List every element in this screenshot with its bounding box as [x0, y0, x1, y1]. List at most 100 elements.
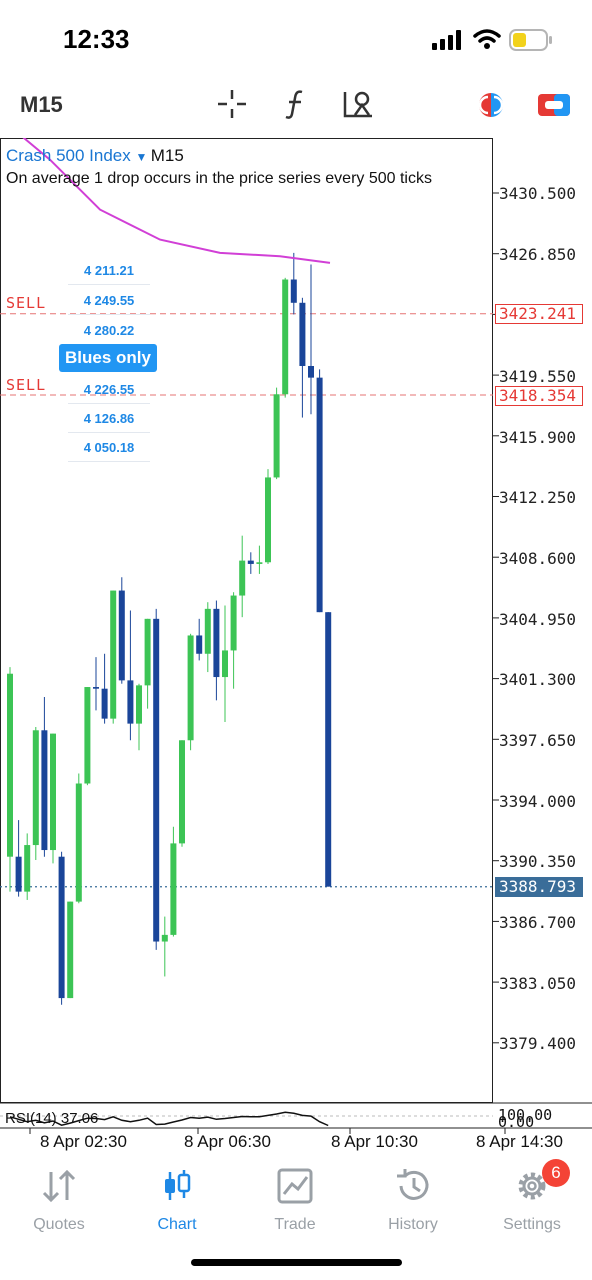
price-tick: 3426.850	[499, 245, 577, 264]
candle-body	[316, 377, 323, 613]
price-tick: 3401.300	[499, 670, 577, 689]
ladder-price[interactable]: 4 211.21	[68, 257, 150, 285]
candle-body	[239, 560, 246, 596]
price-tick: 3415.900	[499, 428, 577, 447]
candle-body	[118, 590, 125, 681]
candle-body	[58, 856, 65, 999]
symbol-dropdown-icon[interactable]: ▼	[135, 150, 151, 164]
nav-quotes-label: Quotes	[33, 1216, 85, 1233]
candle-body	[93, 687, 99, 689]
candle-body	[67, 901, 74, 999]
sell-order-price[interactable]: 3418.354	[495, 386, 583, 406]
price-tick: 3397.650	[499, 731, 577, 750]
price-tick: 3383.050	[499, 974, 577, 993]
settings-badge: 6	[542, 1159, 570, 1187]
price-tick: 3419.550	[499, 367, 577, 386]
symbol-name[interactable]: Crash 500 Index	[6, 146, 131, 165]
candle-body	[256, 562, 263, 564]
symbol-header[interactable]: Crash 500 Index ▼ M15	[6, 146, 184, 166]
objects-icon[interactable]	[342, 88, 376, 120]
time-tick: 8 Apr 14:30	[476, 1132, 563, 1151]
history-icon	[397, 1169, 429, 1200]
candle-body	[127, 680, 134, 724]
moving-average-line	[22, 138, 331, 264]
price-tick: 3379.400	[499, 1034, 577, 1053]
candle-body	[299, 302, 306, 366]
status-time: 12:33	[63, 24, 130, 54]
ladder-title[interactable]: Blues only	[59, 344, 157, 372]
indicators-icon[interactable]	[284, 88, 308, 120]
nav-settings-label: Settings	[503, 1216, 561, 1233]
quotes-icon	[42, 1169, 76, 1203]
sell-order-label[interactable]: SELL	[6, 294, 47, 312]
price-tick: 3390.350	[499, 852, 577, 871]
time-tick: 8 Apr 02:30	[40, 1132, 127, 1151]
candle-body	[187, 635, 194, 741]
candle-body	[273, 394, 280, 478]
nav-trade-label: Trade	[274, 1216, 316, 1233]
candle-body	[230, 595, 237, 651]
candle-body	[179, 740, 185, 844]
crosshair-icon[interactable]	[216, 88, 248, 120]
candle-body	[196, 635, 203, 654]
candle-body	[136, 685, 142, 724]
candle-body	[24, 845, 31, 892]
candle-body	[75, 783, 82, 902]
candle-body	[290, 279, 297, 303]
timeframe-button[interactable]: M15	[20, 92, 63, 117]
chart-area[interactable]: Crash 500 Index ▼ M15 On average 1 drop …	[0, 138, 592, 1158]
price-tick: 3404.950	[499, 610, 577, 629]
candle-body	[110, 590, 117, 719]
home-indicator[interactable]	[191, 1259, 402, 1266]
candle-body	[308, 365, 314, 378]
candle-body	[204, 608, 211, 654]
sell-order-label[interactable]: SELL	[6, 376, 47, 394]
symbol-timeframe: M15	[150, 146, 184, 165]
candle-body	[265, 477, 271, 563]
candle-body	[50, 733, 56, 851]
chart-icon	[165, 1170, 191, 1200]
candle-body	[41, 730, 48, 851]
gear-icon	[518, 1172, 546, 1200]
one-click-trading-icon[interactable]	[475, 91, 507, 119]
price-tick: 3386.700	[499, 913, 577, 932]
price-tick: 3408.600	[499, 549, 577, 568]
trade-icon	[277, 1168, 313, 1204]
candle-body	[170, 843, 177, 935]
candle-body	[32, 730, 39, 846]
candle-body	[282, 279, 289, 395]
rsi-label[interactable]: RSI(14) 37.06	[5, 1110, 99, 1127]
status-bar: 12:33	[0, 0, 592, 78]
candle-body	[144, 618, 151, 686]
ladder-price[interactable]: 4 126.86	[68, 405, 150, 433]
time-tick: 8 Apr 10:30	[331, 1132, 418, 1151]
candle-body	[7, 673, 13, 857]
ladder-price[interactable]: 4 226.55	[68, 376, 150, 404]
ladder-price[interactable]: 4 249.55	[68, 287, 150, 315]
ladder-price[interactable]: 4 050.18	[68, 434, 150, 462]
chart-toolbar: M15	[0, 78, 592, 138]
nav-chart-label: Chart	[157, 1216, 197, 1233]
price-tick: 3430.500	[499, 184, 577, 203]
candle-body	[213, 608, 220, 678]
candle-body	[15, 856, 22, 892]
candle-body	[84, 687, 91, 784]
price-tick: 3412.250	[499, 488, 577, 507]
current-price: 3388.793	[495, 877, 583, 897]
candle-body	[325, 612, 332, 887]
nav-history-label: History	[388, 1216, 438, 1233]
rsi-bottom-level: 0.00	[498, 1113, 535, 1131]
symbol-description: On average 1 drop occurs in the price se…	[6, 170, 432, 187]
candle-body	[247, 560, 254, 564]
signal-icon	[432, 30, 461, 50]
price-chart[interactable]	[0, 138, 592, 1158]
price-tick: 3394.000	[499, 792, 577, 811]
candle-body	[222, 650, 228, 678]
rsi-line	[9, 1111, 329, 1127]
battery-icon	[509, 29, 552, 51]
new-order-icon[interactable]	[537, 93, 571, 117]
time-tick: 8 Apr 06:30	[184, 1132, 271, 1151]
ladder-price[interactable]: 4 280.22	[68, 317, 150, 345]
sell-order-price[interactable]: 3423.241	[495, 304, 583, 324]
rsi-top-level: 100.00	[498, 1106, 553, 1124]
